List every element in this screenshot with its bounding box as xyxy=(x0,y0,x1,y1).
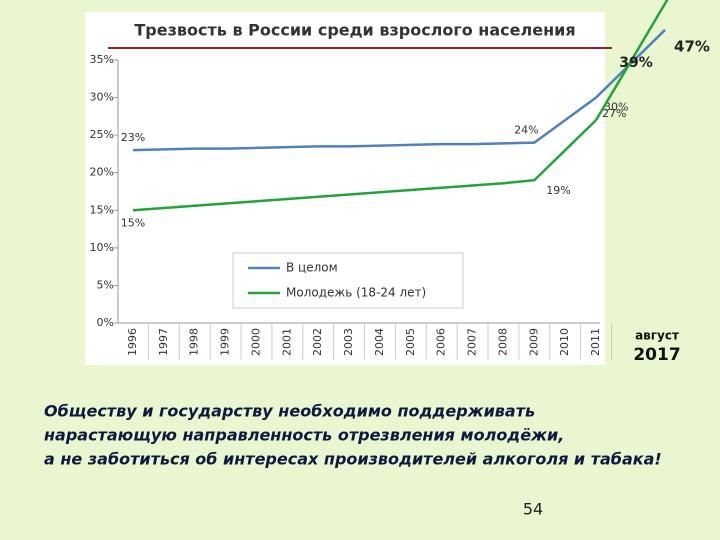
x-tick-label: 1996 xyxy=(126,328,139,356)
x-tick-label: 2004 xyxy=(373,328,386,356)
x-tick-label: 2002 xyxy=(311,328,324,356)
x-tick-label: 2005 xyxy=(404,328,417,356)
legend-label: Молодежь (18-24 лет) xyxy=(286,286,426,300)
x-tick-label: 2001 xyxy=(280,328,293,356)
x-tick-label: 2010 xyxy=(558,328,571,356)
page-number: 54 xyxy=(523,500,543,519)
x-tick-label: 2008 xyxy=(496,328,509,356)
forecast-line xyxy=(594,0,669,121)
body-line: Обществу и государству необходимо поддер… xyxy=(44,402,535,421)
data-label: 30% xyxy=(604,101,628,114)
forecast-date: август xyxy=(635,329,679,343)
forecast-label: 47% xyxy=(674,38,710,56)
x-tick-label: 2006 xyxy=(435,328,448,356)
data-label: 27% xyxy=(602,107,626,120)
body-line: нарастающую направленность отрезвления м… xyxy=(44,426,564,445)
y-tick-label: 20% xyxy=(90,166,114,179)
chart-title: Трезвость в России среди взрослого насел… xyxy=(134,21,575,40)
x-tick-label: 1999 xyxy=(219,328,232,356)
y-tick-label: 0% xyxy=(97,316,114,329)
y-tick-label: 5% xyxy=(97,278,114,291)
forecast-label: 39% xyxy=(619,55,653,71)
data-label: 19% xyxy=(546,184,570,197)
chart-area xyxy=(85,12,605,365)
x-tick-label: 2009 xyxy=(527,328,540,356)
y-tick-label: 35% xyxy=(90,53,114,66)
x-tick-label: 2007 xyxy=(466,328,479,356)
x-tick-label: 2000 xyxy=(249,328,262,356)
x-tick-label: 2003 xyxy=(342,328,355,356)
series-line xyxy=(132,96,597,152)
data-label: 15% xyxy=(121,216,145,229)
y-tick-label: 25% xyxy=(90,128,114,141)
body-line: а не заботиться об интересах производите… xyxy=(44,450,662,469)
data-label: 24% xyxy=(514,124,538,137)
data-label: 23% xyxy=(121,131,145,144)
forecast-date: 2017 xyxy=(633,345,680,365)
x-tick-label: 1998 xyxy=(188,328,201,356)
y-tick-label: 30% xyxy=(90,91,114,104)
x-tick-label: 2011 xyxy=(589,328,602,356)
legend xyxy=(232,252,464,309)
series-line xyxy=(132,119,597,212)
y-tick-label: 15% xyxy=(90,203,114,216)
y-tick-label: 10% xyxy=(90,241,114,254)
x-tick-label: 1997 xyxy=(157,328,170,356)
legend-label: В целом xyxy=(286,261,338,275)
